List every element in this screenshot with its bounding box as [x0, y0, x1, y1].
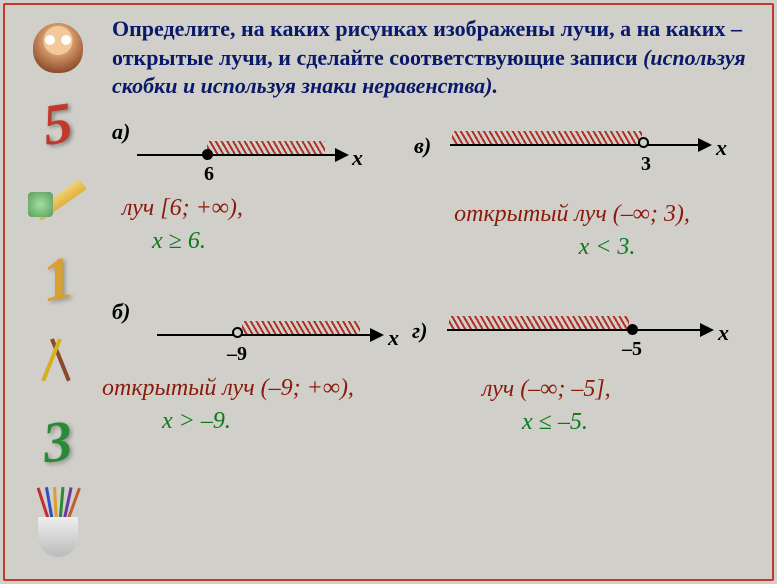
problem-a-point-value: 6	[204, 163, 214, 186]
problem-g-interval: луч (–∞; –5],	[482, 376, 752, 403]
compass-icon	[30, 331, 85, 391]
decorative-sidebar: 5 1 3	[10, 10, 105, 570]
problem-g-inequality: x ≤ –5.	[522, 409, 752, 436]
pencil-cup-icon	[30, 492, 85, 557]
task-title: Определите, на каких рисунках изображены…	[112, 15, 762, 101]
problem-g-label: г)	[412, 318, 427, 344]
ruler-icon	[28, 174, 88, 229]
problem-v-axis: x	[716, 135, 727, 161]
problem-b-axis: x	[388, 325, 399, 351]
problem-b-numberline: –9 x	[112, 319, 422, 359]
problem-v-numberline: в) 3 x	[422, 129, 752, 169]
problem-v-point-value: 3	[641, 153, 651, 176]
problem-g-axis: x	[718, 320, 729, 346]
owl-icon	[33, 23, 83, 73]
problems-grid: а) 6 x луч [6; +∞), x ≥ 6. в) 3 x	[112, 119, 762, 519]
problem-v: в) 3 x открытый луч (–∞; 3), x < 3.	[422, 119, 752, 261]
problem-a: а) 6 x луч [6; +∞), x ≥ 6.	[112, 119, 412, 255]
digit-5-icon: 5	[38, 88, 76, 158]
digit-3-icon: 3	[40, 407, 76, 477]
digit-1-icon: 1	[37, 243, 79, 316]
problem-v-inequality: x < 3.	[462, 234, 752, 261]
main-content: Определите, на каких рисунках изображены…	[112, 15, 762, 519]
problem-a-numberline: 6 x	[112, 139, 412, 179]
problem-b: б) –9 x открытый луч (–9; +∞), x > –9.	[112, 299, 422, 435]
problem-v-interval: открытый луч (–∞; 3),	[392, 201, 752, 228]
problem-g: г) –5 x луч (–∞; –5], x ≤ –5.	[422, 314, 752, 436]
problem-a-interval: луч [6; +∞),	[122, 195, 412, 222]
problem-b-inequality: x > –9.	[162, 408, 422, 435]
problem-a-inequality: x ≥ 6.	[152, 228, 412, 255]
problem-a-axis: x	[352, 145, 363, 171]
problem-v-label: в)	[414, 133, 431, 159]
problem-g-numberline: г) –5 x	[422, 314, 752, 354]
problem-b-point-value: –9	[227, 343, 247, 366]
problem-b-interval: открытый луч (–9; +∞),	[102, 375, 422, 402]
problem-g-point-value: –5	[622, 338, 642, 361]
